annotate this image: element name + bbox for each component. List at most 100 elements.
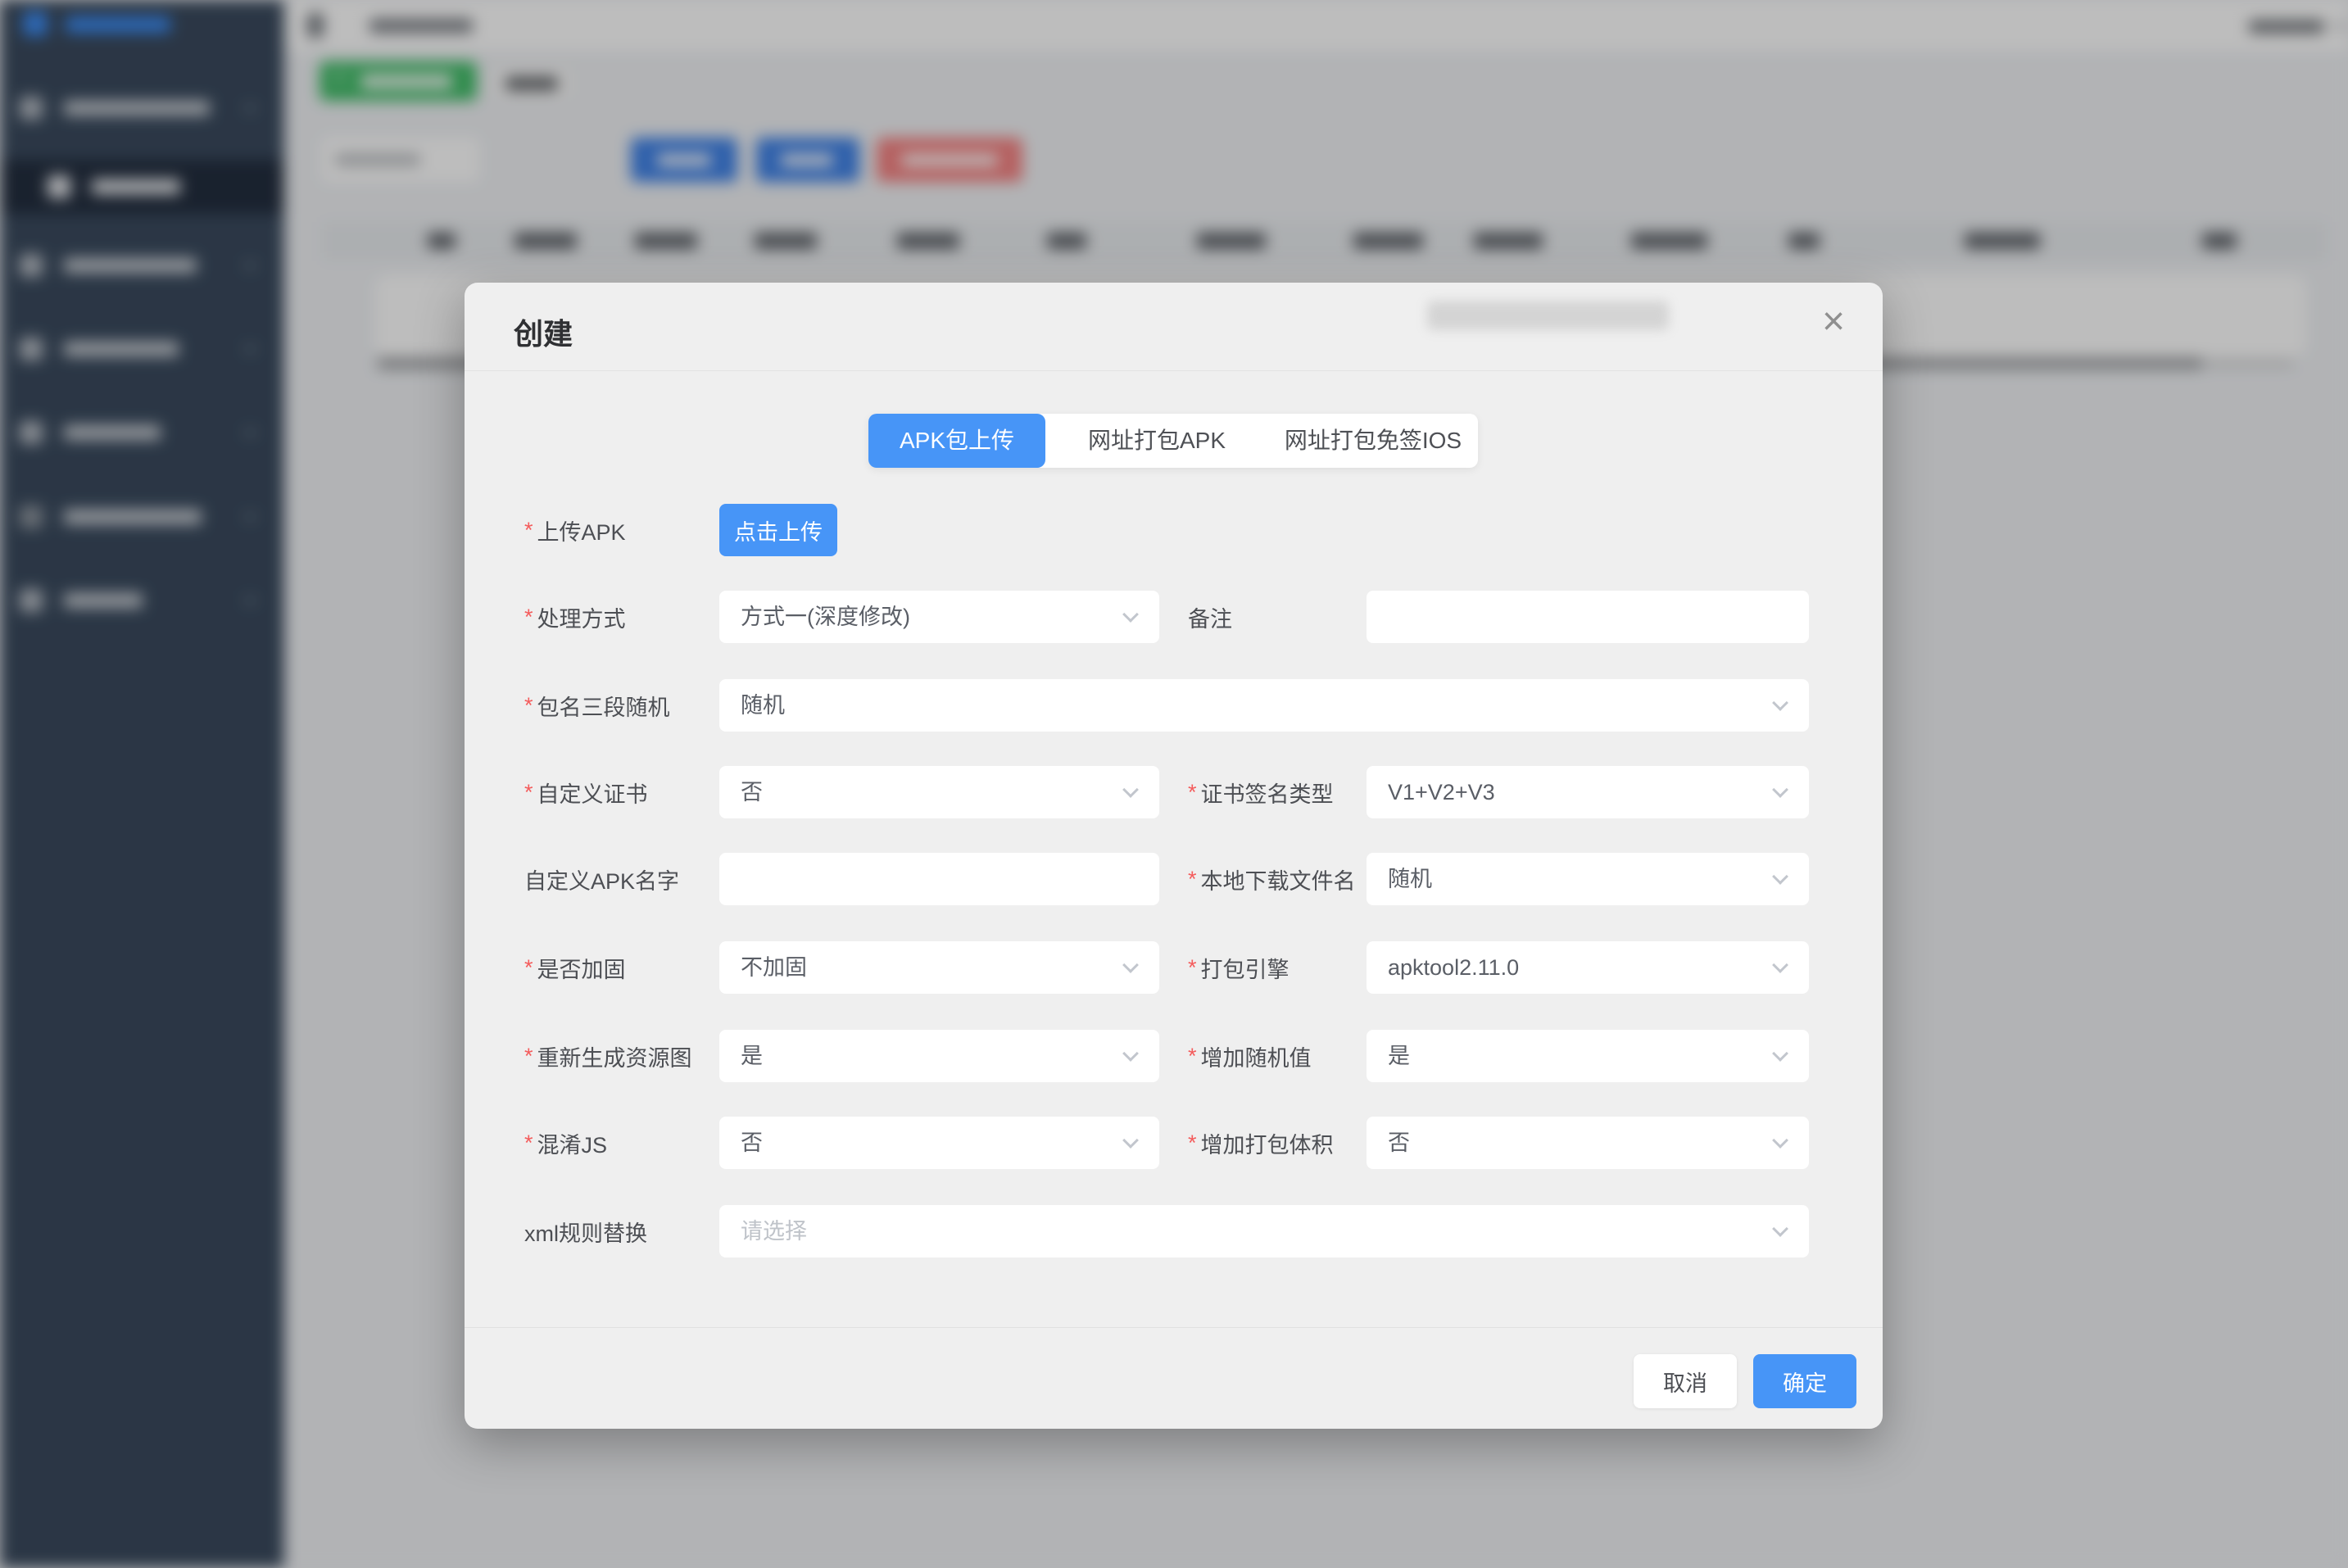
table-column-header bbox=[1353, 233, 1423, 249]
menu-icon bbox=[20, 338, 43, 360]
custom-cert-label: * 自定义证书 bbox=[524, 766, 648, 818]
remark-input[interactable] bbox=[1367, 591, 1809, 643]
label-text: 处理方式 bbox=[537, 606, 626, 632]
create-button-label bbox=[360, 75, 452, 88]
label-text: xml规则替换 bbox=[524, 1221, 647, 1246]
table-column-header bbox=[755, 233, 817, 249]
sign-type-label: * 证书签名类型 bbox=[1188, 766, 1334, 818]
form-row-cert: * 自定义证书 否 * 证书签名类型 V1+V2+V3 bbox=[524, 766, 1809, 818]
required-asterisk: * bbox=[524, 517, 533, 542]
sidebar-item[interactable] bbox=[64, 425, 161, 440]
close-icon[interactable]: × bbox=[1821, 300, 1845, 343]
apk-name-input[interactable] bbox=[719, 853, 1159, 905]
select-value: V1+V2+V3 bbox=[1388, 780, 1495, 804]
query-button[interactable] bbox=[631, 138, 737, 182]
query-button-label bbox=[657, 154, 711, 166]
sidebar-item[interactable] bbox=[64, 510, 202, 524]
required-asterisk: * bbox=[524, 954, 533, 980]
xml-rule-label: xml规则替换 bbox=[524, 1205, 647, 1258]
required-asterisk: * bbox=[524, 604, 533, 629]
required-asterisk: * bbox=[524, 1130, 533, 1155]
tab-url-pack-apk[interactable]: 网址打包APK bbox=[1087, 428, 1226, 453]
reset-button[interactable] bbox=[756, 138, 859, 182]
package-random-select[interactable]: 随机 bbox=[719, 679, 1809, 732]
top-bar bbox=[284, 0, 2348, 51]
tab-url-pack-ios[interactable]: 网址打包免签IOS bbox=[1284, 428, 1462, 453]
dialog-header: 创建 × bbox=[465, 283, 1883, 371]
table-column-header bbox=[2202, 233, 2237, 249]
required-asterisk: * bbox=[1188, 1130, 1197, 1155]
table-column-header bbox=[1197, 233, 1266, 249]
label-text: 自定义证书 bbox=[537, 782, 648, 807]
table-column-header bbox=[1047, 233, 1086, 249]
regen-resource-select[interactable]: 是 bbox=[719, 1030, 1159, 1082]
label-text: 增加随机值 bbox=[1200, 1045, 1312, 1071]
collapse-menu-icon[interactable] bbox=[307, 13, 324, 38]
dialog-footer: 取消 确定 bbox=[465, 1327, 1883, 1429]
reset-button-label bbox=[781, 154, 833, 166]
required-asterisk: * bbox=[524, 692, 533, 718]
confirm-button[interactable]: 确定 bbox=[1753, 1354, 1856, 1408]
obfuscate-js-select[interactable]: 否 bbox=[719, 1117, 1159, 1169]
dialog-title: 创建 bbox=[514, 317, 573, 351]
sidebar-item-active[interactable] bbox=[92, 179, 180, 194]
package-random-label: * 包名三段随机 bbox=[524, 679, 670, 732]
search-placeholder bbox=[335, 154, 420, 165]
click-upload-button[interactable]: 点击上传 bbox=[719, 504, 837, 556]
menu-icon bbox=[20, 505, 43, 528]
label-text: 增加打包体积 bbox=[1200, 1132, 1334, 1158]
select-value: 方式一(深度修改) bbox=[741, 605, 910, 629]
create-button[interactable]: + bbox=[320, 61, 477, 101]
engine-label: * 打包引擎 bbox=[1188, 941, 1290, 994]
sidebar-item[interactable] bbox=[64, 258, 197, 273]
select-value: 否 bbox=[741, 1131, 763, 1155]
label-text: 本地下载文件名 bbox=[1200, 868, 1356, 894]
chevron-down-icon bbox=[1772, 1132, 1788, 1149]
select-value: 随机 bbox=[1388, 867, 1432, 891]
select-value: 否 bbox=[741, 780, 763, 804]
select-value: 不加固 bbox=[741, 955, 807, 980]
form-row-resource-random: * 重新生成资源图 是 * 增加随机值 是 bbox=[524, 1030, 1809, 1082]
apk-name-label: 自定义APK名字 bbox=[524, 853, 679, 905]
tab-apk-upload[interactable]: APK包上传 bbox=[868, 414, 1045, 468]
table-column-header bbox=[1631, 233, 1707, 249]
user-menu[interactable] bbox=[2249, 20, 2324, 33]
engine-select[interactable]: apktool2.11.0 bbox=[1367, 941, 1809, 994]
xml-rule-select[interactable]: 请选择 bbox=[719, 1205, 1809, 1258]
select-value: 是 bbox=[741, 1044, 763, 1068]
sidebar-item[interactable] bbox=[64, 342, 179, 356]
required-asterisk: * bbox=[524, 1043, 533, 1068]
harden-select[interactable]: 不加固 bbox=[719, 941, 1159, 994]
chevron-down-icon bbox=[1122, 606, 1139, 623]
search-input[interactable] bbox=[322, 138, 479, 182]
required-asterisk: * bbox=[1188, 954, 1197, 980]
select-placeholder: 请选择 bbox=[741, 1219, 807, 1244]
breadcrumb bbox=[369, 19, 473, 33]
method-select[interactable]: 方式一(深度修改) bbox=[719, 591, 1159, 643]
form-row-harden-engine: * 是否加固 不加固 * 打包引擎 apktool2.11.0 bbox=[524, 941, 1809, 994]
chevron-down-icon bbox=[1772, 695, 1788, 711]
cancel-button[interactable]: 取消 bbox=[1634, 1354, 1737, 1408]
form-row-upload: * 上传APK 点击上传 bbox=[524, 504, 1809, 556]
download-name-select[interactable]: 随机 bbox=[1367, 853, 1809, 905]
form-row-apkname: 自定义APK名字 * 本地下载文件名 随机 bbox=[524, 853, 1809, 905]
required-asterisk: * bbox=[1188, 866, 1197, 891]
menu-icon bbox=[20, 421, 43, 444]
page-tab[interactable] bbox=[490, 66, 573, 100]
add-volume-select[interactable]: 否 bbox=[1367, 1117, 1809, 1169]
table-column-header bbox=[1788, 233, 1820, 249]
sidebar-item[interactable] bbox=[64, 101, 210, 116]
label-text: 打包引擎 bbox=[1200, 957, 1290, 982]
batch-delete-button[interactable] bbox=[877, 138, 1022, 182]
label-text: 混淆JS bbox=[537, 1132, 608, 1158]
custom-cert-select[interactable]: 否 bbox=[719, 766, 1159, 818]
add-random-select[interactable]: 是 bbox=[1367, 1030, 1809, 1082]
sign-type-select[interactable]: V1+V2+V3 bbox=[1367, 766, 1809, 818]
chevron-down-icon bbox=[1772, 782, 1788, 798]
select-value: apktool2.11.0 bbox=[1388, 955, 1520, 980]
label-text: 证书签名类型 bbox=[1200, 782, 1334, 807]
remark-label: 备注 bbox=[1188, 591, 1232, 643]
form-row-method-remark: * 处理方式 方式一(深度修改) 备注 bbox=[524, 591, 1809, 643]
form-row-obfuscate-volume: * 混淆JS 否 * 增加打包体积 否 bbox=[524, 1117, 1809, 1169]
sidebar-item[interactable] bbox=[64, 593, 143, 608]
